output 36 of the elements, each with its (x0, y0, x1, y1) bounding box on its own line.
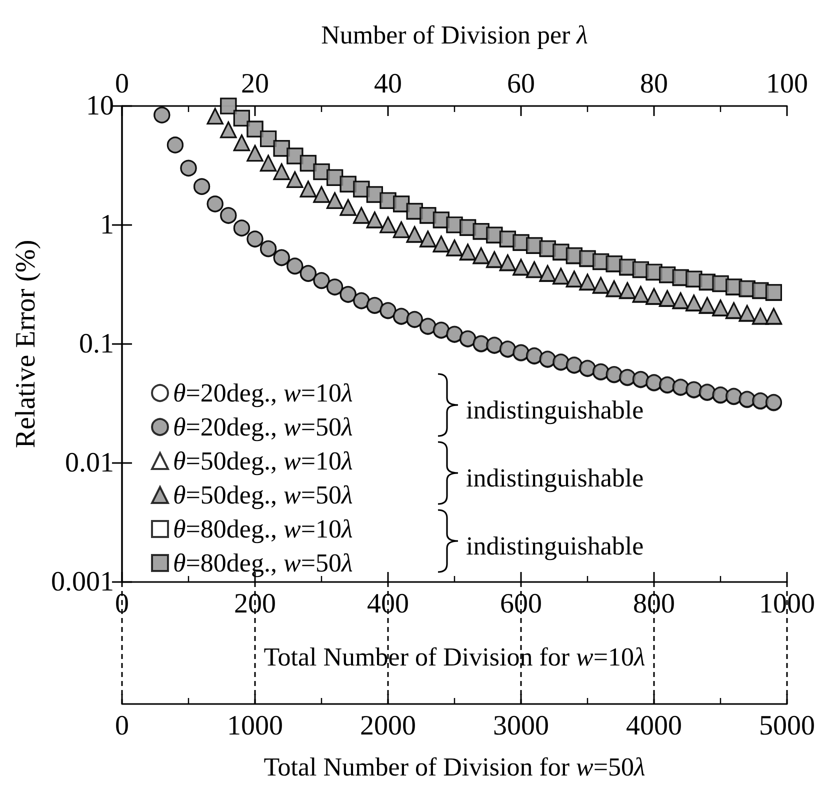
x2-tick-label: 20 (241, 68, 269, 100)
x-tick-label: 600 (500, 588, 542, 620)
x-axis-title: Total Number of Division for w=50λ (264, 752, 646, 782)
x2-tick-label: 100 (766, 68, 808, 100)
x-tick-label: 0 (115, 710, 129, 742)
x-tick-label: 400 (367, 588, 409, 620)
legend-label: θ=80deg., w=10λ (173, 514, 353, 544)
x-tick-label: 1000 (227, 710, 283, 742)
legend-label: θ=50deg., w=50λ (173, 480, 353, 510)
legend-label: θ=80deg., w=50λ (173, 548, 353, 578)
x-tick-label: 3000 (493, 710, 549, 742)
annotation: indistinguishable (466, 464, 644, 492)
x-tick-label: 2000 (360, 710, 416, 742)
y-tick-label: 0.1 (79, 328, 114, 360)
x-tick-label: 200 (234, 588, 276, 620)
y-tick-label: 10 (86, 90, 114, 122)
x-tick-label: 4000 (626, 710, 682, 742)
x-tick-label: 0 (115, 588, 129, 620)
x2-tick-label: 80 (640, 68, 668, 100)
y-tick-label: 0.001 (51, 566, 114, 598)
x-tick-label: 1000 (759, 588, 815, 620)
x2-tick-label: 40 (374, 68, 402, 100)
x-tick-label: 800 (633, 588, 675, 620)
legend-label: θ=50deg., w=10λ (173, 446, 353, 476)
x-tick-label: 5000 (759, 710, 815, 742)
legend-label: θ=20deg., w=10λ (173, 378, 353, 408)
legend-label: θ=20deg., w=50λ (173, 412, 353, 442)
y-axis-title: Relative Error (%) (10, 240, 42, 448)
annotation: indistinguishable (466, 532, 644, 560)
x2-axis-title: Number of Division per λ (321, 20, 588, 50)
annotation: indistinguishable (466, 396, 644, 424)
x2-tick-label: 60 (507, 68, 535, 100)
x-axis-title: Total Number of Division for w=10λ (264, 642, 646, 672)
x2-tick-label: 0 (115, 68, 129, 100)
y-tick-label: 1 (100, 210, 114, 240)
y-tick-label: 0.01 (65, 448, 114, 478)
